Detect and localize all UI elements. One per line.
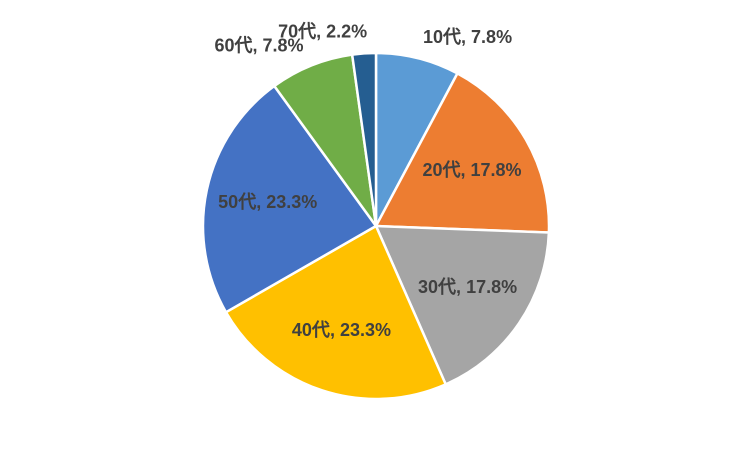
label-category: 30代 <box>418 277 456 297</box>
label-value: 17.8% <box>471 160 522 180</box>
pie-slice <box>350 51 378 227</box>
label-separator: , <box>252 35 262 55</box>
label-separator: , <box>456 277 466 297</box>
pie-slice <box>201 84 378 314</box>
label-value: 7.8% <box>263 35 304 55</box>
data-label: 40代, 23.3% <box>292 320 391 340</box>
label-category: 70代 <box>278 21 316 41</box>
data-label: 70代, 2.2% <box>278 21 367 41</box>
label-category: 40代 <box>292 320 330 340</box>
data-label: 60代, 7.8% <box>214 35 303 55</box>
data-label: 30代, 17.8% <box>418 277 517 297</box>
label-value: 23.3% <box>340 320 391 340</box>
label-category: 60代 <box>214 35 252 55</box>
label-separator: , <box>330 320 340 340</box>
label-separator: , <box>316 21 326 41</box>
label-category: 50代 <box>218 192 256 212</box>
pie-slice <box>374 224 551 386</box>
pie-slice <box>373 71 551 234</box>
label-value: 7.8% <box>471 27 512 47</box>
data-label: 20代, 17.8% <box>422 160 521 180</box>
label-separator: , <box>460 160 470 180</box>
label-value: 2.2% <box>326 21 367 41</box>
label-category: 10代 <box>423 27 461 47</box>
label-category: 20代 <box>422 160 460 180</box>
label-value: 23.3% <box>266 192 317 212</box>
label-separator: , <box>461 27 471 47</box>
label-separator: , <box>256 192 266 212</box>
label-value: 17.8% <box>466 277 517 297</box>
data-label: 50代, 23.3% <box>218 192 317 212</box>
pie-slice <box>224 224 448 401</box>
data-label: 10代, 7.8% <box>423 27 512 47</box>
